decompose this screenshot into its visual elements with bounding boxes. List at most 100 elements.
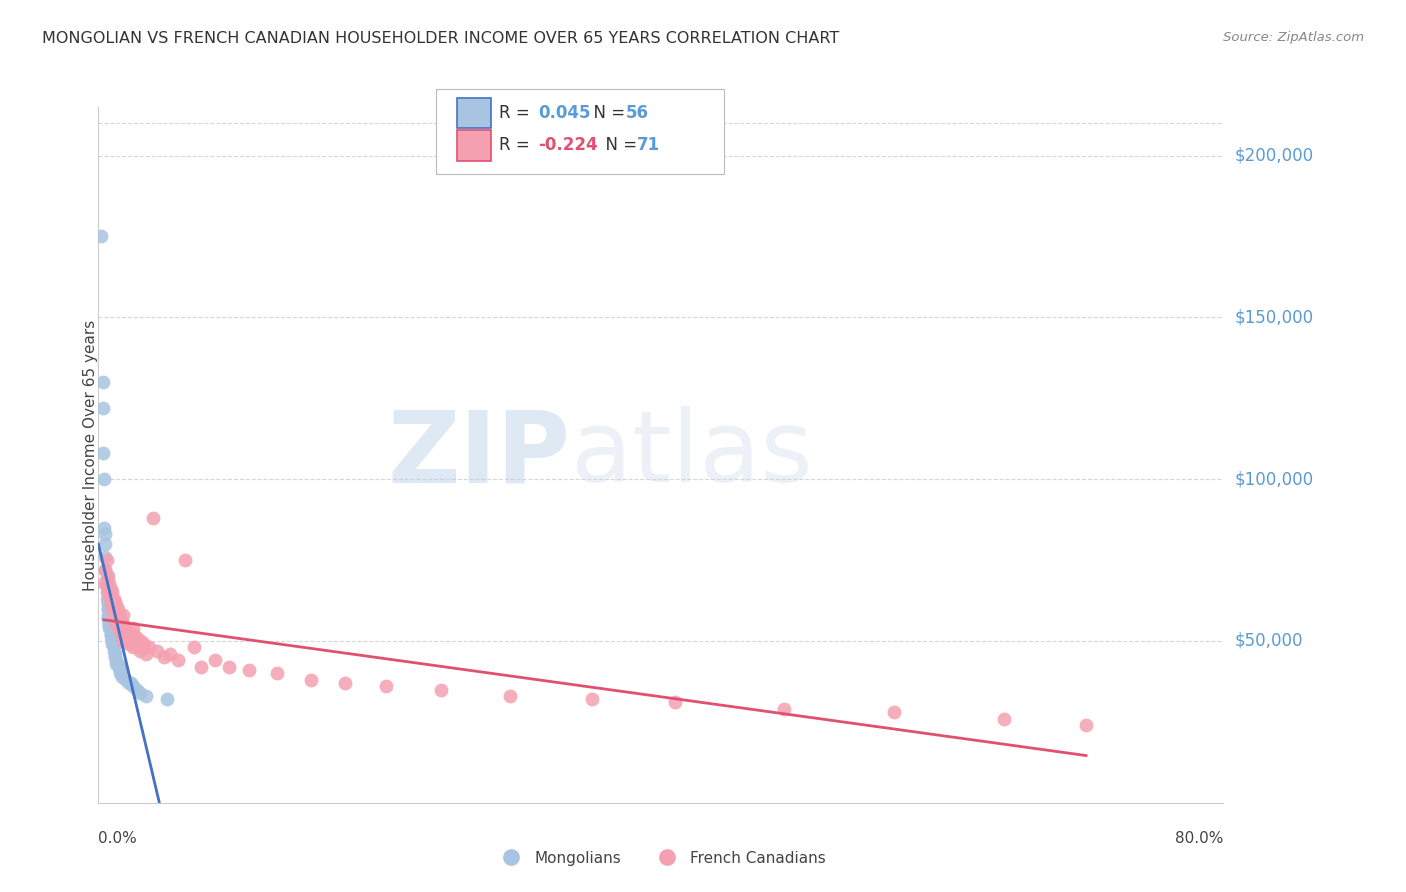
Point <box>97 595 120 609</box>
Point <box>122 627 145 641</box>
Point <box>101 637 124 651</box>
Point <box>94 527 117 541</box>
Point <box>266 666 288 681</box>
Point <box>101 595 124 609</box>
Text: 80.0%: 80.0% <box>1175 830 1223 846</box>
Point <box>190 660 212 674</box>
Point <box>110 611 132 625</box>
Point <box>115 673 138 687</box>
Text: R =: R = <box>499 136 536 154</box>
Point <box>173 553 195 567</box>
Text: N =: N = <box>595 136 643 154</box>
Point <box>335 676 357 690</box>
Point <box>100 624 122 639</box>
Point <box>110 666 132 681</box>
Point <box>91 446 114 460</box>
Point <box>108 660 131 674</box>
Point <box>97 608 120 623</box>
Point <box>94 563 117 577</box>
Point <box>93 521 115 535</box>
Text: N =: N = <box>583 104 631 122</box>
Point <box>101 601 124 615</box>
Point <box>124 637 146 651</box>
Text: $200,000: $200,000 <box>1234 146 1313 165</box>
Point <box>121 621 143 635</box>
Point <box>104 595 127 609</box>
Point <box>146 643 169 657</box>
Point <box>118 631 141 645</box>
Point <box>98 617 121 632</box>
Point <box>111 627 134 641</box>
Point <box>110 624 132 639</box>
Point <box>105 653 128 667</box>
Text: $150,000: $150,000 <box>1234 309 1313 326</box>
Point <box>103 608 125 623</box>
Point <box>993 712 1015 726</box>
Point <box>97 569 120 583</box>
Point <box>1074 718 1097 732</box>
Point <box>105 617 128 632</box>
Point <box>101 585 124 599</box>
Point <box>103 643 125 657</box>
Point <box>114 617 136 632</box>
Point <box>104 601 127 615</box>
Y-axis label: Householder Income Over 65 years: Householder Income Over 65 years <box>83 319 97 591</box>
Point <box>105 599 128 613</box>
Point <box>430 682 453 697</box>
Point <box>111 615 134 629</box>
Point <box>98 617 121 632</box>
Point <box>101 634 124 648</box>
Point <box>98 615 121 629</box>
Point <box>97 585 120 599</box>
Point <box>98 621 121 635</box>
Point <box>117 637 139 651</box>
Point <box>135 647 157 661</box>
Text: $50,000: $50,000 <box>1234 632 1303 650</box>
Point <box>96 579 118 593</box>
Point <box>883 705 905 719</box>
Point <box>100 627 122 641</box>
Point <box>125 631 148 645</box>
Point <box>499 689 522 703</box>
Point <box>120 634 142 648</box>
Point <box>94 563 117 577</box>
Text: $100,000: $100,000 <box>1234 470 1313 488</box>
Point <box>101 631 124 645</box>
Text: atlas: atlas <box>571 407 813 503</box>
Point <box>138 640 160 655</box>
Point <box>127 640 149 655</box>
Point <box>115 621 138 635</box>
Point <box>96 553 118 567</box>
Point <box>128 643 150 657</box>
Point <box>110 663 132 677</box>
Point <box>96 575 118 590</box>
Point <box>103 591 125 606</box>
Point <box>375 679 398 693</box>
Point <box>128 686 150 700</box>
Point <box>100 595 122 609</box>
Point <box>299 673 322 687</box>
Point <box>167 653 190 667</box>
Point <box>120 676 142 690</box>
Point <box>125 682 148 697</box>
Point <box>153 650 176 665</box>
Point <box>93 575 115 590</box>
Point <box>238 663 260 677</box>
Text: -0.224: -0.224 <box>538 136 598 154</box>
Point <box>97 601 120 615</box>
Point <box>105 657 128 671</box>
Point <box>115 634 138 648</box>
Point <box>98 615 121 629</box>
Point <box>103 640 125 655</box>
Point <box>94 537 117 551</box>
Point <box>90 229 112 244</box>
Point <box>112 634 135 648</box>
Text: 71: 71 <box>637 136 659 154</box>
Text: 0.0%: 0.0% <box>98 830 138 846</box>
Point <box>104 647 127 661</box>
Text: MONGOLIAN VS FRENCH CANADIAN HOUSEHOLDER INCOME OVER 65 YEARS CORRELATION CHART: MONGOLIAN VS FRENCH CANADIAN HOUSEHOLDER… <box>42 31 839 46</box>
Text: 56: 56 <box>626 104 648 122</box>
Point <box>100 624 122 639</box>
Point <box>159 647 181 661</box>
Point <box>104 608 127 623</box>
